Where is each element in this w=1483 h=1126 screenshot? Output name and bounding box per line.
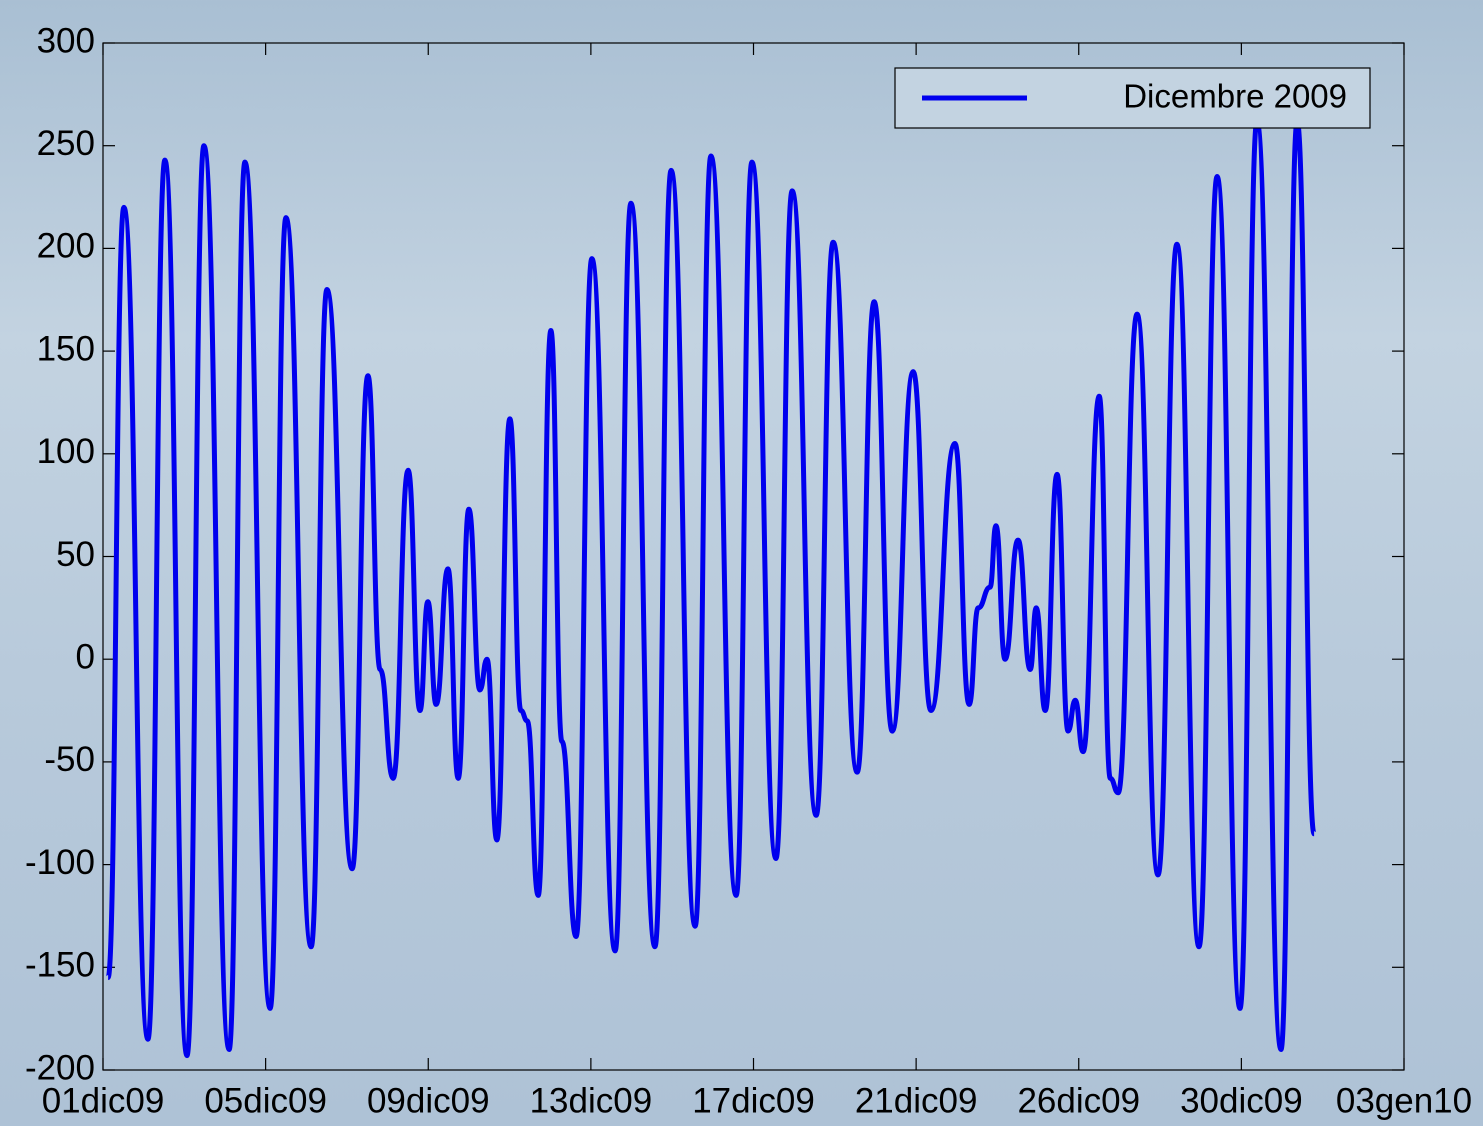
x-tick-label: 21dic09 — [855, 1081, 978, 1120]
x-tick-label: 01dic09 — [42, 1081, 165, 1120]
y-tick-label: 0 — [76, 637, 95, 676]
y-tick-label: 100 — [37, 432, 95, 471]
x-tick-label: 30dic09 — [1180, 1081, 1303, 1120]
y-tick-label: -100 — [25, 843, 95, 882]
y-tick-label: -150 — [25, 946, 95, 985]
y-tick-label: -50 — [44, 740, 95, 779]
x-tick-label: 13dic09 — [530, 1081, 653, 1120]
data-line — [108, 121, 1314, 1056]
y-tick-label: 50 — [56, 535, 95, 574]
x-tick-label: 09dic09 — [367, 1081, 490, 1120]
y-tick-label: 300 — [37, 21, 95, 60]
legend-label: Dicembre 2009 — [1123, 78, 1347, 115]
x-tick-label: 17dic09 — [692, 1081, 815, 1120]
y-tick-label: 150 — [37, 329, 95, 368]
x-tick-label: 26dic09 — [1017, 1081, 1140, 1120]
page: {"chart_data": {"type": "line", "x": [0.… — [0, 0, 1483, 1126]
y-tick-label: 250 — [37, 124, 95, 163]
y-tick-label: 200 — [37, 227, 95, 266]
chart: -200-150-100-5005010015020025030001dic09… — [0, 0, 1483, 1126]
x-tick-label: 05dic09 — [204, 1081, 327, 1120]
x-tick-label: 03gen10 — [1336, 1081, 1472, 1120]
